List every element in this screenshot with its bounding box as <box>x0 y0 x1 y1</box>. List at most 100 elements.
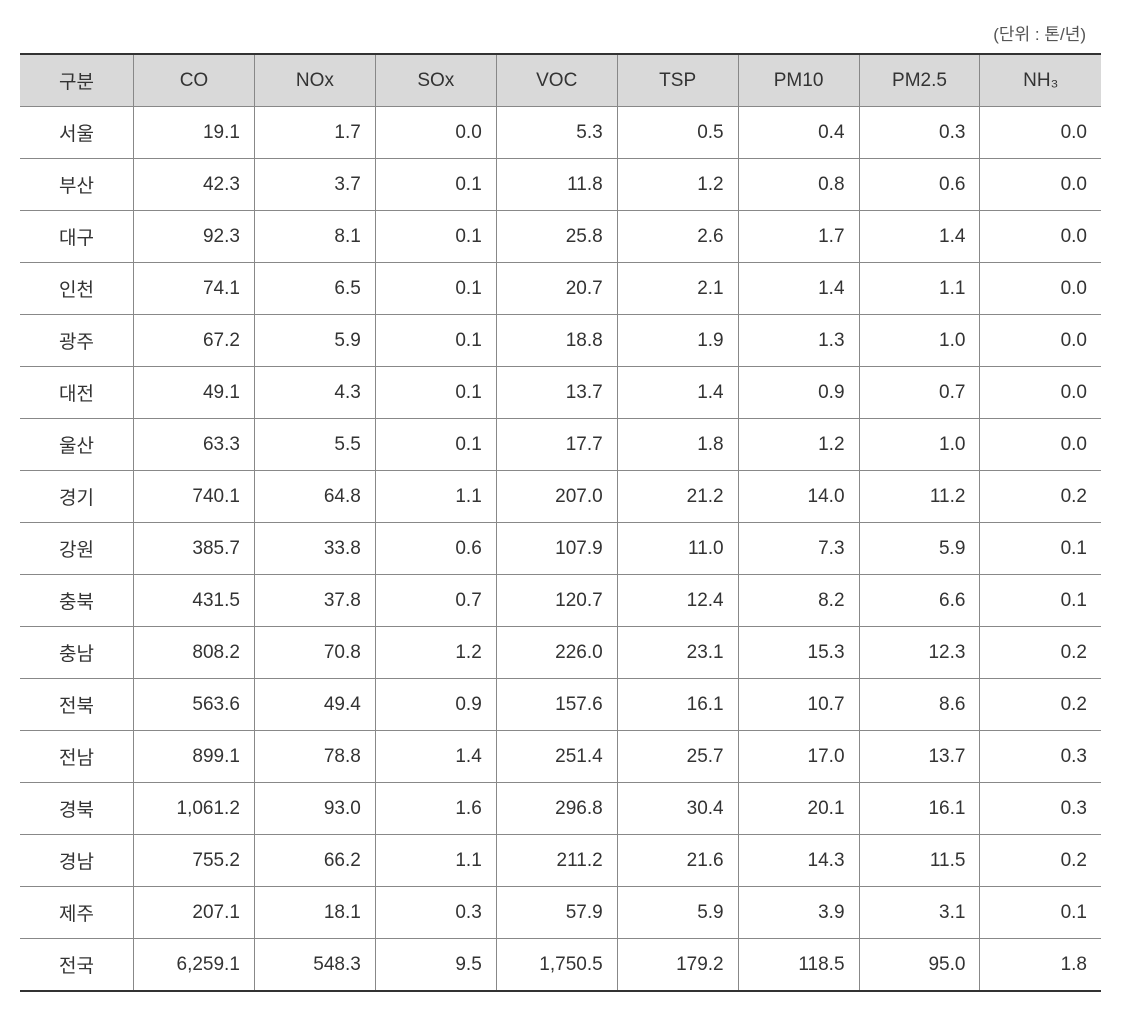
value-cell: 8.2 <box>738 575 859 627</box>
value-cell: 385.7 <box>134 523 255 575</box>
value-cell: 1.7 <box>738 211 859 263</box>
value-cell: 1,750.5 <box>496 939 617 992</box>
value-cell: 1.8 <box>617 419 738 471</box>
value-cell: 1.4 <box>859 211 980 263</box>
value-cell: 296.8 <box>496 783 617 835</box>
value-cell: 157.6 <box>496 679 617 731</box>
value-cell: 2.1 <box>617 263 738 315</box>
value-cell: 25.7 <box>617 731 738 783</box>
region-cell: 충북 <box>20 575 134 627</box>
value-cell: 120.7 <box>496 575 617 627</box>
value-cell: 14.3 <box>738 835 859 887</box>
region-cell: 대구 <box>20 211 134 263</box>
value-cell: 11.2 <box>859 471 980 523</box>
table-row: 경남755.266.21.1211.221.614.311.50.2 <box>20 835 1101 887</box>
value-cell: 6,259.1 <box>134 939 255 992</box>
value-cell: 899.1 <box>134 731 255 783</box>
value-cell: 0.0 <box>375 107 496 159</box>
col-header-tsp: TSP <box>617 54 738 107</box>
value-cell: 1.2 <box>617 159 738 211</box>
value-cell: 49.1 <box>134 367 255 419</box>
value-cell: 4.3 <box>254 367 375 419</box>
value-cell: 226.0 <box>496 627 617 679</box>
value-cell: 1.2 <box>375 627 496 679</box>
value-cell: 0.5 <box>617 107 738 159</box>
value-cell: 0.2 <box>980 471 1101 523</box>
value-cell: 0.3 <box>859 107 980 159</box>
value-cell: 67.2 <box>134 315 255 367</box>
value-cell: 3.7 <box>254 159 375 211</box>
value-cell: 118.5 <box>738 939 859 992</box>
value-cell: 755.2 <box>134 835 255 887</box>
value-cell: 5.9 <box>254 315 375 367</box>
table-row: 서울19.11.70.05.30.50.40.30.0 <box>20 107 1101 159</box>
value-cell: 66.2 <box>254 835 375 887</box>
region-cell: 전북 <box>20 679 134 731</box>
value-cell: 0.0 <box>980 107 1101 159</box>
value-cell: 63.3 <box>134 419 255 471</box>
value-cell: 17.0 <box>738 731 859 783</box>
value-cell: 11.0 <box>617 523 738 575</box>
table-row: 전국6,259.1548.39.51,750.5179.2118.595.01.… <box>20 939 1101 992</box>
table-row: 강원385.733.80.6107.911.07.35.90.1 <box>20 523 1101 575</box>
value-cell: 15.3 <box>738 627 859 679</box>
value-cell: 3.1 <box>859 887 980 939</box>
value-cell: 0.9 <box>738 367 859 419</box>
region-cell: 인천 <box>20 263 134 315</box>
value-cell: 0.3 <box>980 783 1101 835</box>
region-cell: 서울 <box>20 107 134 159</box>
value-cell: 0.1 <box>375 211 496 263</box>
value-cell: 33.8 <box>254 523 375 575</box>
value-cell: 7.3 <box>738 523 859 575</box>
value-cell: 8.1 <box>254 211 375 263</box>
region-cell: 경기 <box>20 471 134 523</box>
value-cell: 1,061.2 <box>134 783 255 835</box>
value-cell: 0.9 <box>375 679 496 731</box>
value-cell: 0.1 <box>980 887 1101 939</box>
value-cell: 5.5 <box>254 419 375 471</box>
value-cell: 16.1 <box>617 679 738 731</box>
table-row: 제주207.118.10.357.95.93.93.10.1 <box>20 887 1101 939</box>
value-cell: 1.6 <box>375 783 496 835</box>
table-row: 대전49.14.30.113.71.40.90.70.0 <box>20 367 1101 419</box>
table-row: 충북431.537.80.7120.712.48.26.60.1 <box>20 575 1101 627</box>
value-cell: 1.1 <box>859 263 980 315</box>
col-header-voc: VOC <box>496 54 617 107</box>
value-cell: 17.7 <box>496 419 617 471</box>
table-header: 구분 CO NOx SOx VOC TSP PM10 PM2.5 NH₃ <box>20 54 1101 107</box>
value-cell: 37.8 <box>254 575 375 627</box>
col-header-nh3: NH₃ <box>980 54 1101 107</box>
region-cell: 광주 <box>20 315 134 367</box>
value-cell: 107.9 <box>496 523 617 575</box>
value-cell: 8.6 <box>859 679 980 731</box>
value-cell: 23.1 <box>617 627 738 679</box>
table-row: 전남899.178.81.4251.425.717.013.70.3 <box>20 731 1101 783</box>
value-cell: 808.2 <box>134 627 255 679</box>
value-cell: 0.7 <box>859 367 980 419</box>
value-cell: 0.7 <box>375 575 496 627</box>
value-cell: 30.4 <box>617 783 738 835</box>
value-cell: 0.1 <box>375 367 496 419</box>
value-cell: 0.0 <box>980 367 1101 419</box>
value-cell: 74.1 <box>134 263 255 315</box>
value-cell: 563.6 <box>134 679 255 731</box>
value-cell: 16.1 <box>859 783 980 835</box>
value-cell: 431.5 <box>134 575 255 627</box>
value-cell: 9.5 <box>375 939 496 992</box>
region-cell: 전남 <box>20 731 134 783</box>
header-row: 구분 CO NOx SOx VOC TSP PM10 PM2.5 NH₃ <box>20 54 1101 107</box>
value-cell: 0.1 <box>375 159 496 211</box>
value-cell: 1.1 <box>375 835 496 887</box>
col-header-sox: SOx <box>375 54 496 107</box>
value-cell: 13.7 <box>496 367 617 419</box>
value-cell: 5.9 <box>859 523 980 575</box>
value-cell: 57.9 <box>496 887 617 939</box>
table-row: 전북563.649.40.9157.616.110.78.60.2 <box>20 679 1101 731</box>
value-cell: 49.4 <box>254 679 375 731</box>
value-cell: 11.8 <box>496 159 617 211</box>
value-cell: 0.6 <box>375 523 496 575</box>
value-cell: 1.4 <box>617 367 738 419</box>
col-header-pm25: PM2.5 <box>859 54 980 107</box>
value-cell: 0.1 <box>980 575 1101 627</box>
value-cell: 1.3 <box>738 315 859 367</box>
